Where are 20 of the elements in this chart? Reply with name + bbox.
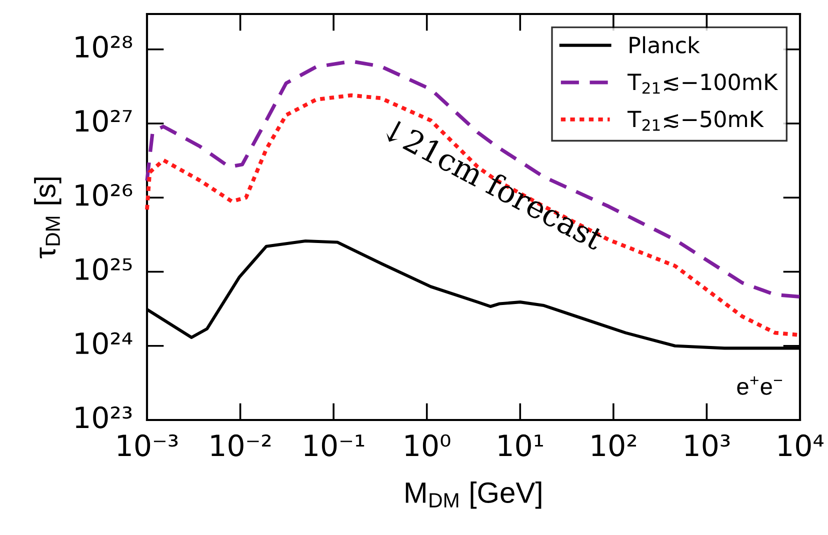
x-axis-title: M$_{DM}$ [GeV] — [406, 482, 542, 509]
x-tick-label: 10⁻¹ — [304, 434, 364, 456]
y-tick-label: 10²⁴ — [76, 332, 132, 354]
y-axis-title: τ$_{DM}$ [s] — [34, 178, 62, 258]
y-tick-label: 10²⁶ — [76, 184, 132, 206]
x-tick-label: 10¹ — [498, 434, 543, 456]
x-tick-label: 10⁰ — [406, 434, 450, 456]
x-tick-label: 10² — [592, 434, 636, 456]
annotation: e$^{+}$e$^{−}$ — [737, 376, 782, 395]
x-tick-label: 10⁴ — [778, 434, 824, 456]
y-tick-label: 10²⁷ — [76, 110, 132, 132]
y-tick-label: 10²³ — [76, 406, 132, 428]
y-tick-label: 10²⁵ — [76, 258, 132, 280]
y-tick-label: 10²⁸ — [76, 36, 132, 58]
legend-label: Planck — [630, 36, 700, 54]
x-tick-label: 10³ — [686, 434, 730, 456]
x-tick-label: 10⁻² — [211, 434, 271, 456]
legend-label: T$_{21}$≲−100mK — [627, 74, 778, 94]
legend-label: T$_{21}$≲−50mK — [627, 110, 764, 131]
x-tick-label: 10⁻³ — [118, 434, 178, 456]
